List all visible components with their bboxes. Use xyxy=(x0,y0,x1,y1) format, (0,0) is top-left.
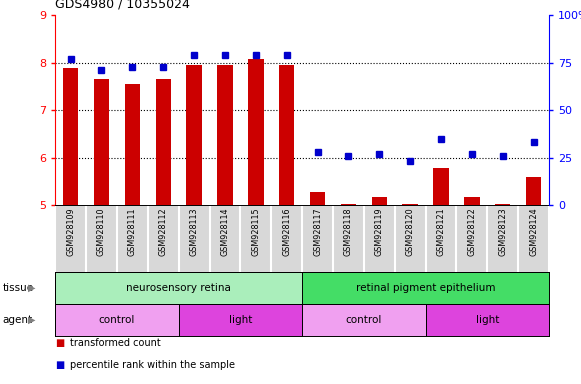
Bar xyxy=(125,84,140,205)
Text: GSM928118: GSM928118 xyxy=(344,207,353,256)
Bar xyxy=(425,304,549,336)
Bar xyxy=(94,79,109,205)
Text: agent: agent xyxy=(2,315,33,325)
Text: ▶: ▶ xyxy=(28,283,35,293)
Bar xyxy=(187,65,202,205)
Text: GSM928111: GSM928111 xyxy=(128,207,137,256)
Text: GSM928112: GSM928112 xyxy=(159,207,168,256)
Bar xyxy=(248,60,264,205)
Bar xyxy=(310,192,325,205)
Text: retinal pigment epithelium: retinal pigment epithelium xyxy=(356,283,496,293)
Text: GDS4980 / 10355024: GDS4980 / 10355024 xyxy=(55,0,190,11)
Text: percentile rank within the sample: percentile rank within the sample xyxy=(70,360,235,370)
Text: GSM928124: GSM928124 xyxy=(529,207,538,256)
Text: GSM928116: GSM928116 xyxy=(282,207,291,256)
Bar xyxy=(179,304,302,336)
Text: GSM928110: GSM928110 xyxy=(97,207,106,256)
Bar xyxy=(464,197,479,205)
Bar xyxy=(217,65,232,205)
Text: GSM928109: GSM928109 xyxy=(66,207,75,256)
Text: tissue: tissue xyxy=(2,283,34,293)
Bar xyxy=(55,304,179,336)
Text: GSM928122: GSM928122 xyxy=(467,207,476,256)
Text: ■: ■ xyxy=(55,338,64,348)
Bar xyxy=(302,272,549,304)
Text: GSM928119: GSM928119 xyxy=(375,207,384,256)
Bar xyxy=(526,177,541,205)
Text: GSM928121: GSM928121 xyxy=(436,207,446,256)
Text: GSM928113: GSM928113 xyxy=(189,207,199,256)
Text: light: light xyxy=(229,315,252,325)
Text: light: light xyxy=(476,315,499,325)
Text: control: control xyxy=(99,315,135,325)
Bar xyxy=(156,79,171,205)
Text: GSM928114: GSM928114 xyxy=(220,207,229,256)
Text: ▶: ▶ xyxy=(28,315,35,325)
Text: GSM928115: GSM928115 xyxy=(252,207,260,256)
Bar xyxy=(372,197,387,205)
Bar xyxy=(302,304,425,336)
Text: GSM928117: GSM928117 xyxy=(313,207,322,256)
Text: transformed count: transformed count xyxy=(70,338,160,348)
Bar xyxy=(279,65,295,205)
Bar xyxy=(403,204,418,205)
Text: ■: ■ xyxy=(55,360,64,370)
Bar xyxy=(495,204,511,205)
Bar xyxy=(433,168,449,205)
Text: GSM928123: GSM928123 xyxy=(498,207,507,256)
Text: neurosensory retina: neurosensory retina xyxy=(126,283,231,293)
Text: control: control xyxy=(346,315,382,325)
Text: GSM928120: GSM928120 xyxy=(406,207,415,256)
Bar xyxy=(55,272,302,304)
Bar xyxy=(63,68,78,205)
Bar xyxy=(340,204,356,205)
